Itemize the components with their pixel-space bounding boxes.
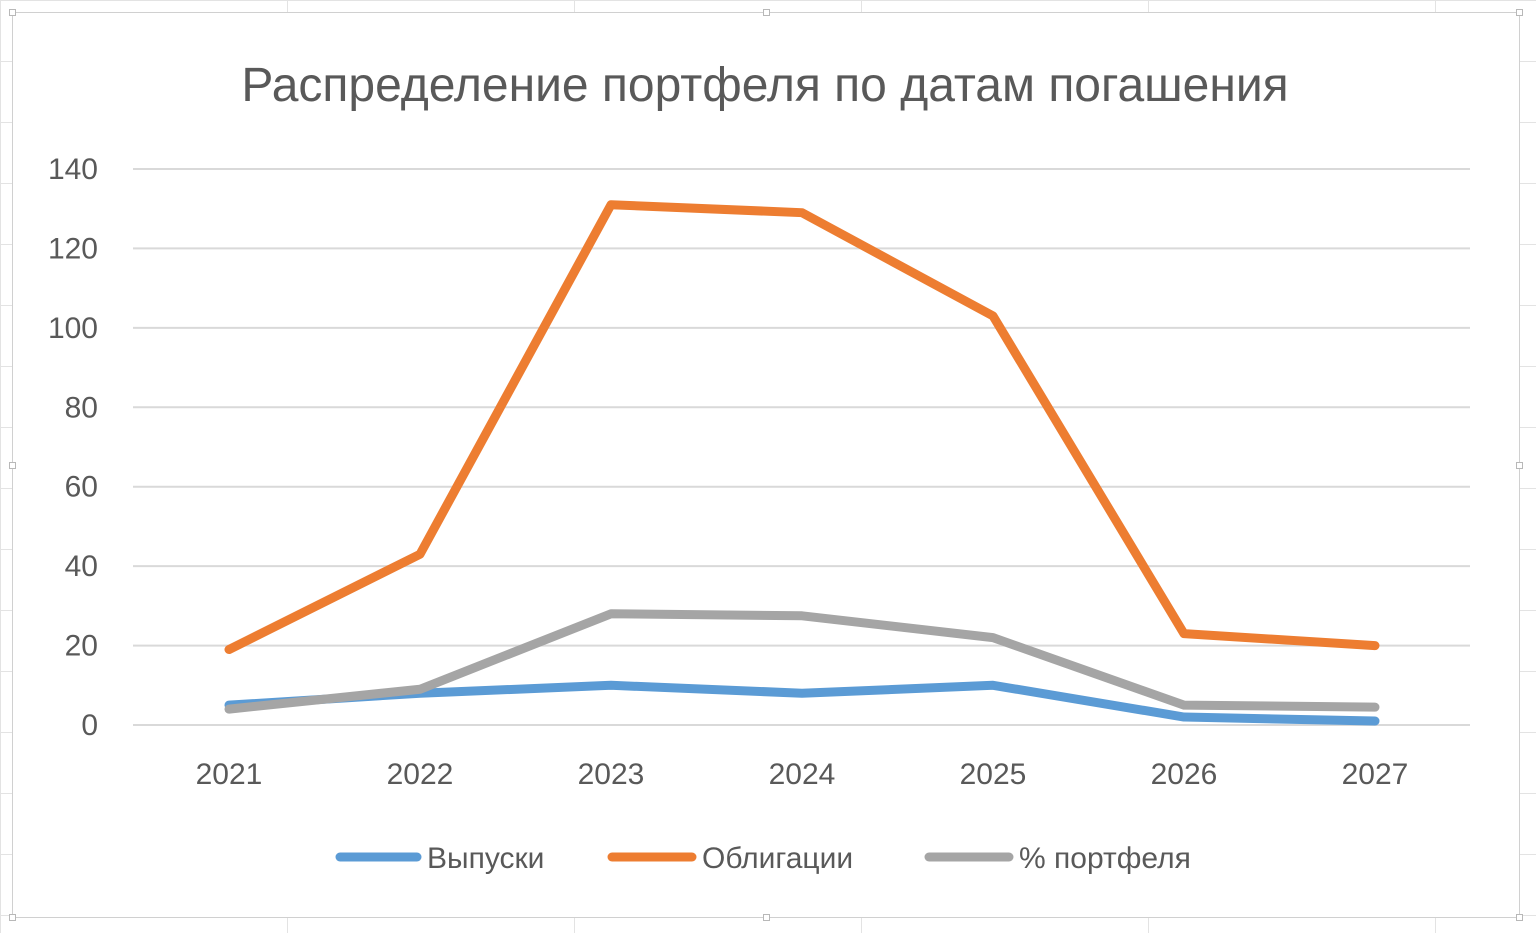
y-tick-label: 100 xyxy=(48,312,98,345)
resize-handle-bottom-right[interactable] xyxy=(1516,914,1523,921)
legend-label-3: % портфеля xyxy=(1019,842,1191,875)
series-line-3 xyxy=(224,609,1380,714)
chart-title: Распределение портфеля по датам погашени… xyxy=(241,59,1288,112)
resize-handle-top-right[interactable] xyxy=(1516,9,1523,16)
resize-handle-bottom-center[interactable] xyxy=(763,914,770,921)
resize-handle-top-left[interactable] xyxy=(9,9,16,16)
x-axis-labels: 2021 2022 2023 2024 2025 2026 2027 xyxy=(196,758,1409,791)
x-tick-label: 2024 xyxy=(769,758,836,791)
x-tick-label: 2025 xyxy=(960,758,1027,791)
x-tick-label: 2026 xyxy=(1151,758,1218,791)
y-tick-label: 60 xyxy=(65,471,98,504)
y-tick-label: 140 xyxy=(48,153,98,186)
resize-handle-middle-right[interactable] xyxy=(1516,462,1523,469)
series-lines xyxy=(224,200,1380,726)
y-tick-label: 120 xyxy=(48,232,98,265)
y-tick-label: 40 xyxy=(65,550,98,583)
y-tick-label: 0 xyxy=(81,709,98,742)
x-tick-label: 2023 xyxy=(578,758,645,791)
x-tick-label: 2027 xyxy=(1342,758,1409,791)
series-line-2 xyxy=(224,200,1380,655)
x-tick-label: 2022 xyxy=(387,758,454,791)
gridlines xyxy=(133,168,1470,726)
x-tick-label: 2021 xyxy=(196,758,263,791)
y-tick-label: 80 xyxy=(65,391,98,424)
resize-handle-bottom-left[interactable] xyxy=(9,914,16,921)
legend-label-1: Выпуски xyxy=(427,842,544,875)
y-tick-label: 20 xyxy=(65,630,98,663)
y-axis-labels: 0 20 40 60 80 100 120 140 xyxy=(48,153,98,742)
legend-label-2: Облигации xyxy=(702,842,853,875)
resize-handle-middle-left[interactable] xyxy=(9,462,16,469)
resize-handle-top-center[interactable] xyxy=(763,9,770,16)
legend: Выпуски Облигации % портфеля xyxy=(335,842,1191,875)
chart-container[interactable] xyxy=(9,9,1523,921)
